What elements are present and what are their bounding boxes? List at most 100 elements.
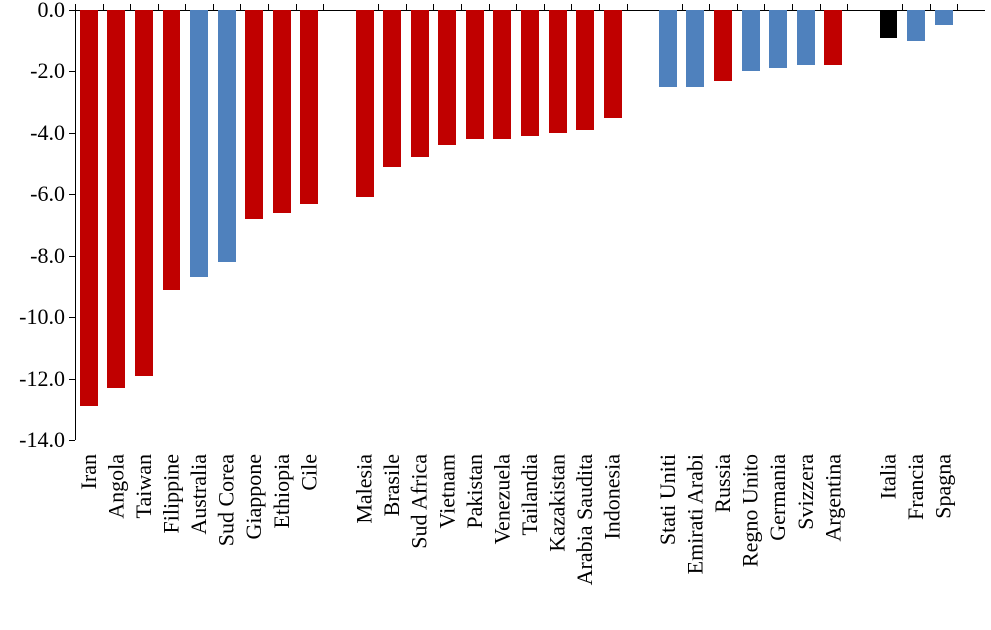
x-tick-label: Malesia — [352, 454, 378, 630]
x-tick — [158, 4, 159, 10]
x-tick-label: Francia — [903, 454, 929, 630]
x-tick — [957, 4, 958, 10]
x-tick-label: Vietnam — [434, 454, 460, 630]
bar — [576, 10, 594, 130]
x-tick-label: Australia — [186, 454, 212, 630]
x-tick-label: Regno Unito — [738, 454, 764, 630]
x-tick — [571, 4, 572, 10]
x-tick — [709, 4, 710, 10]
y-tick — [69, 379, 75, 380]
bar — [273, 10, 291, 213]
x-tick-label: Indonesia — [600, 454, 626, 630]
x-tick — [240, 4, 241, 10]
x-tick — [213, 4, 214, 10]
bar — [714, 10, 732, 81]
x-tick — [130, 4, 131, 10]
bar — [218, 10, 236, 262]
x-tick-label: Taiwan — [131, 454, 157, 598]
x-tick-label: Svizzera — [793, 454, 819, 630]
y-tick — [69, 317, 75, 318]
y-tick-label: 0.0 — [38, 0, 66, 23]
x-tick — [75, 4, 76, 10]
bar — [880, 10, 898, 38]
y-tick — [69, 194, 75, 195]
bar — [742, 10, 760, 71]
x-tick-label: Ethiopia — [269, 454, 295, 630]
bar — [466, 10, 484, 139]
bar — [824, 10, 842, 65]
x-tick — [433, 4, 434, 10]
x-tick-label: Arabia Saudita — [572, 454, 598, 630]
bar — [80, 10, 98, 406]
x-tick — [406, 4, 407, 10]
x-tick-label: Russia — [710, 454, 736, 630]
bar — [438, 10, 456, 145]
x-tick-label: Pakistan — [462, 454, 488, 630]
x-tick — [516, 4, 517, 10]
x-tick — [378, 4, 379, 10]
y-tick — [69, 440, 75, 441]
x-tick — [847, 4, 848, 10]
bar — [383, 10, 401, 167]
x-tick — [737, 4, 738, 10]
x-tick-label: Sud Africa — [407, 454, 433, 630]
y-tick-label: -14.0 — [19, 427, 65, 453]
x-tick — [103, 4, 104, 10]
y-tick — [69, 133, 75, 134]
x-tick — [461, 4, 462, 10]
bar — [493, 10, 511, 139]
x-tick — [544, 4, 545, 10]
bar — [769, 10, 787, 68]
bar — [907, 10, 925, 41]
y-tick-label: -8.0 — [30, 243, 65, 269]
x-tick — [792, 4, 793, 10]
y-tick-label: -10.0 — [19, 304, 65, 330]
x-tick-label: Filippine — [159, 454, 185, 626]
x-tick-label: Iran — [76, 454, 102, 543]
x-tick — [489, 4, 490, 10]
bar — [604, 10, 622, 118]
bar — [935, 10, 953, 25]
x-tick-label: Giappone — [241, 454, 267, 630]
x-tick-label: Spagna — [931, 454, 957, 630]
x-tick — [682, 4, 683, 10]
bar — [411, 10, 429, 157]
x-tick-label: Brasile — [379, 454, 405, 630]
bar — [190, 10, 208, 277]
x-tick — [930, 4, 931, 10]
x-tick-label: Germania — [765, 454, 791, 630]
x-tick-label: Stati Uniti — [655, 454, 681, 630]
bar — [797, 10, 815, 65]
x-tick — [902, 4, 903, 10]
x-tick — [627, 4, 628, 10]
x-tick — [185, 4, 186, 10]
y-tick — [69, 10, 75, 11]
bar — [521, 10, 539, 136]
y-tick — [69, 71, 75, 72]
y-tick-label: -4.0 — [30, 120, 65, 146]
x-tick-label: Sud Corea — [214, 454, 240, 630]
bar — [686, 10, 704, 87]
bar — [107, 10, 125, 388]
bar — [549, 10, 567, 133]
x-tick — [599, 4, 600, 10]
x-tick-label: Cile — [296, 454, 322, 630]
x-tick — [296, 4, 297, 10]
x-tick-label: Kazakistan — [545, 454, 571, 630]
y-axis-line — [75, 10, 76, 440]
x-tick-label: Emirati Arabi — [682, 454, 708, 630]
bar — [356, 10, 374, 197]
x-tick-label: Argentina — [820, 454, 846, 630]
y-tick-label: -6.0 — [30, 181, 65, 207]
bar — [135, 10, 153, 376]
bar — [245, 10, 263, 219]
x-tick-label: Venezuela — [489, 454, 515, 630]
bar-chart: 0.0-2.0-4.0-6.0-8.0-10.0-12.0-14.0IranAn… — [0, 0, 991, 630]
x-tick — [323, 4, 324, 10]
x-tick-label: Angola — [103, 454, 129, 570]
bar — [163, 10, 181, 290]
x-tick — [820, 4, 821, 10]
y-tick-label: -12.0 — [19, 366, 65, 392]
y-tick — [69, 256, 75, 257]
bar — [659, 10, 677, 87]
